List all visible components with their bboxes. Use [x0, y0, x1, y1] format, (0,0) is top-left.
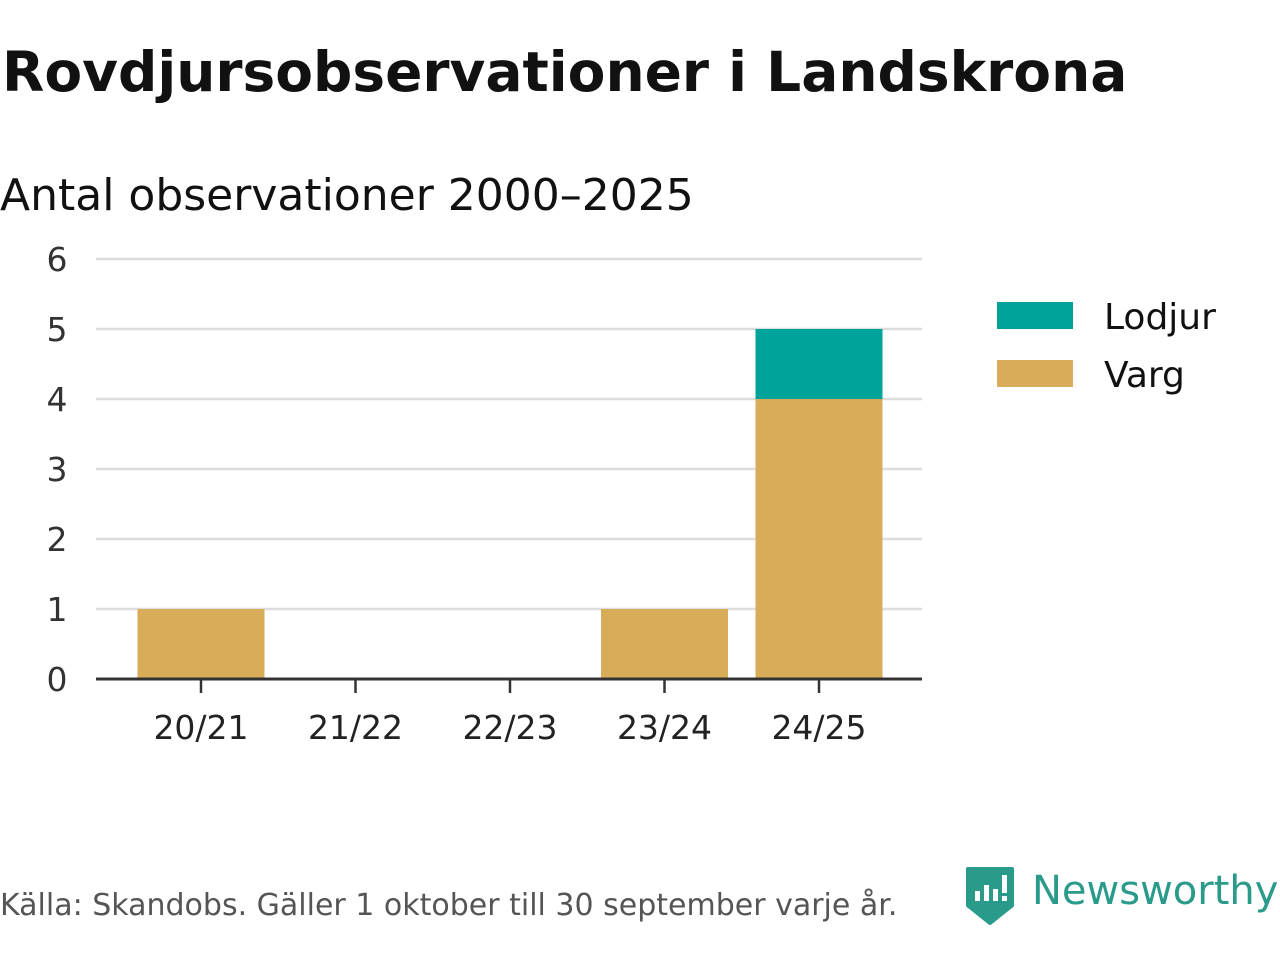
legend-swatch-lodjur — [997, 302, 1073, 329]
chart-subtitle: Antal observationer 2000–2025 — [0, 170, 694, 221]
y-tick-label: 0 — [47, 660, 68, 699]
bar-lodjur-24-25 — [755, 329, 883, 399]
y-tick-label: 1 — [47, 590, 68, 629]
logo-text: Newsworthy — [1032, 868, 1279, 914]
legend-label-lodjur: Lodjur — [1104, 297, 1216, 338]
y-tick-label: 5 — [47, 310, 68, 349]
y-tick-label: 4 — [47, 380, 68, 419]
bar-varg-24-25 — [755, 399, 883, 679]
bar-varg-20-21 — [137, 609, 265, 679]
x-tick-label: 23/24 — [617, 708, 712, 747]
chart-title: Rovdjursobservationer i Landskrona — [2, 40, 1128, 104]
x-tick-label: 20/21 — [153, 708, 248, 747]
y-tick-label: 2 — [47, 520, 68, 559]
bar-varg-23-24 — [601, 609, 728, 679]
x-tick-label: 24/25 — [771, 708, 866, 747]
x-tick-label: 21/22 — [308, 708, 403, 747]
stacked-bar-chart: 0 1 2 3 4 5 6 20/21 21/22 22/23 23/24 24/25 Lodjur Va… — [47, 240, 1217, 747]
y-tick-label: 3 — [47, 450, 68, 489]
source-note: Källa: Skandobs. Gäller 1 oktober till 3… — [0, 888, 898, 923]
x-tick-label: 22/23 — [462, 708, 557, 747]
newsworthy-logo-icon — [966, 867, 1014, 925]
legend-label-varg: Varg — [1104, 355, 1185, 396]
y-tick-label: 6 — [47, 240, 68, 279]
newsworthy-logo: Newsworthy — [964, 864, 1278, 928]
legend-swatch-varg — [997, 360, 1073, 387]
